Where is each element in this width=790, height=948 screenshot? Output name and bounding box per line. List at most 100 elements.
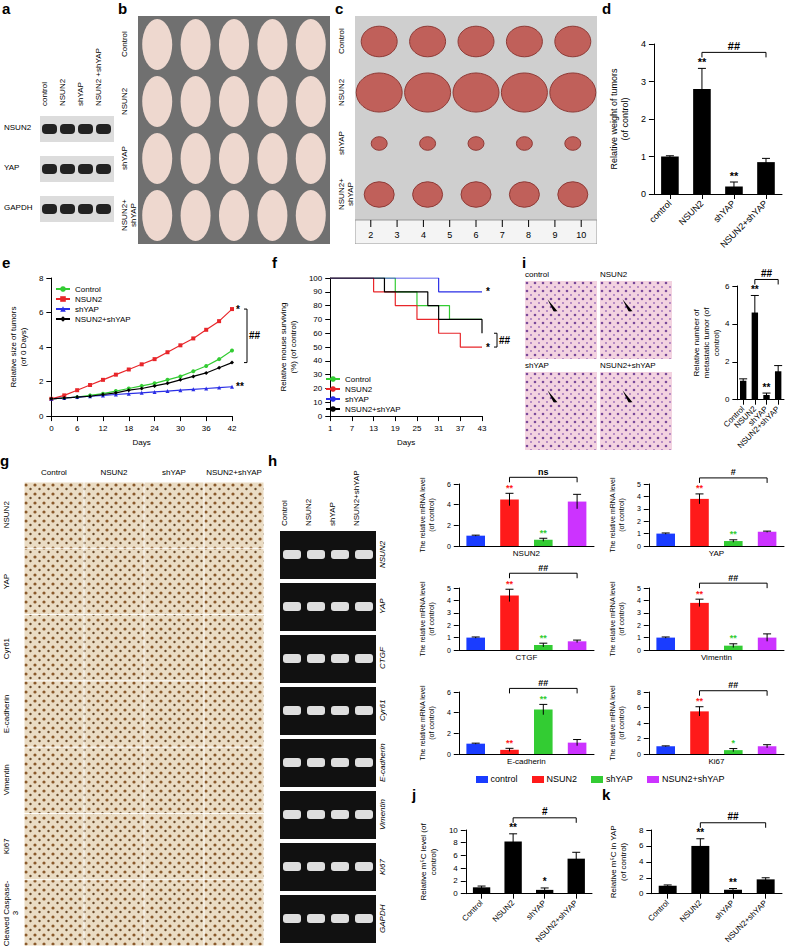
svg-text:0: 0 (637, 543, 641, 550)
svg-text:40: 40 (313, 356, 322, 365)
svg-text:NSUN2+shYAP: NSUN2+shYAP (345, 405, 401, 414)
svg-text:8: 8 (453, 838, 458, 847)
svg-text:shYAP: shYAP (345, 395, 369, 404)
svg-text:2: 2 (447, 522, 451, 529)
svg-text:CTGF: CTGF (516, 653, 538, 662)
svg-text:2: 2 (453, 876, 458, 885)
svg-text:4: 4 (637, 493, 641, 500)
svg-text:2: 2 (447, 622, 451, 629)
svg-text:0: 0 (453, 889, 458, 898)
svg-text:**: ** (540, 633, 548, 643)
svg-text:*: * (543, 876, 547, 887)
svg-text:4: 4 (447, 501, 451, 508)
svg-text:##: ## (761, 268, 773, 279)
svg-text:20: 20 (313, 384, 322, 393)
svg-text:30: 30 (176, 424, 185, 433)
svg-text:(of control): (of control) (428, 706, 436, 739)
svg-text:(of control): (of control) (618, 498, 626, 531)
svg-text:3: 3 (637, 505, 641, 512)
svg-text:##: ## (728, 573, 738, 583)
svg-text:4: 4 (637, 597, 641, 604)
svg-text:19: 19 (391, 424, 400, 433)
svg-text:##: ## (499, 335, 511, 346)
svg-text:NSUN2: NSUN2 (677, 198, 706, 227)
svg-text:**: ** (696, 483, 704, 493)
svg-text:NSUN2: NSUN2 (678, 898, 704, 924)
svg-text:Relative m⁵C level (of: Relative m⁵C level (of (419, 823, 428, 901)
svg-text:0: 0 (447, 543, 451, 550)
svg-text:NSUN2: NSUN2 (75, 295, 103, 304)
svg-text:NSUN2: NSUN2 (513, 549, 541, 558)
svg-text:Days: Days (133, 438, 151, 447)
svg-text:1: 1 (328, 424, 333, 433)
svg-text:(of control): (of control) (620, 97, 630, 140)
svg-text:3: 3 (447, 609, 451, 616)
svg-text:4: 4 (641, 39, 646, 49)
svg-text:31: 31 (434, 424, 443, 433)
svg-text:8: 8 (639, 826, 644, 835)
svg-text:50: 50 (313, 343, 322, 352)
svg-text:The relative mRNA level: The relative mRNA level (609, 477, 616, 553)
svg-text:12: 12 (99, 424, 108, 433)
svg-text:(of control): (of control) (619, 842, 628, 881)
svg-text:(of control): (of control) (428, 498, 436, 531)
svg-text:4: 4 (725, 319, 730, 328)
svg-text:2: 2 (637, 518, 641, 525)
svg-text:90: 90 (313, 287, 322, 296)
svg-text:3: 3 (395, 230, 400, 240)
svg-text:**: ** (696, 696, 704, 706)
svg-text:**: ** (506, 738, 514, 748)
svg-text:7: 7 (500, 230, 505, 240)
svg-text:Control: Control (345, 375, 371, 384)
svg-text:2: 2 (637, 735, 641, 742)
svg-text:**: ** (696, 589, 704, 599)
svg-text:**: ** (540, 694, 548, 704)
svg-text:4: 4 (447, 597, 451, 604)
svg-text:#: # (731, 467, 736, 477)
svg-text:13: 13 (369, 424, 378, 433)
svg-text:ns: ns (538, 467, 549, 477)
svg-text:1: 1 (641, 152, 646, 162)
svg-text:2: 2 (368, 230, 373, 240)
svg-text:5: 5 (637, 481, 641, 488)
svg-text:(of control): (of control) (618, 602, 626, 635)
svg-text:2: 2 (637, 622, 641, 629)
svg-text:0: 0 (637, 647, 641, 654)
svg-text:1: 1 (447, 634, 451, 641)
svg-text:0: 0 (725, 395, 730, 404)
svg-text:4: 4 (421, 230, 426, 240)
svg-text:Control: Control (75, 285, 101, 294)
svg-text:NSUN2+shYAP: NSUN2+shYAP (736, 405, 782, 451)
svg-text:6: 6 (39, 308, 44, 317)
svg-text:metastatic tumor (of: metastatic tumor (of (702, 307, 711, 378)
svg-text:0: 0 (641, 189, 646, 199)
svg-text:*: * (732, 738, 736, 748)
svg-text:2: 2 (725, 357, 730, 366)
svg-text:5: 5 (637, 585, 641, 592)
svg-text:Days: Days (397, 438, 415, 447)
svg-text:NSUN2+shYAP: NSUN2+shYAP (75, 315, 131, 324)
svg-text:**: ** (730, 633, 738, 643)
svg-text:*: * (486, 342, 490, 353)
svg-text:##: ## (728, 680, 738, 690)
svg-text:**: ** (236, 381, 244, 392)
svg-text:Vimentin: Vimentin (701, 653, 732, 662)
svg-text:8: 8 (39, 274, 44, 283)
svg-text:**: ** (696, 827, 704, 838)
svg-text:Control: Control (460, 898, 485, 923)
svg-text:NSUN2: NSUN2 (491, 898, 517, 924)
svg-text:8: 8 (637, 689, 641, 696)
svg-text:control): control) (712, 329, 721, 356)
svg-text:0: 0 (318, 412, 323, 421)
svg-text:1: 1 (637, 530, 641, 537)
svg-text:Relative size of tumors: Relative size of tumors (9, 307, 18, 388)
svg-text:##: ## (249, 330, 261, 341)
svg-text:Relative number of: Relative number of (692, 309, 701, 377)
svg-text:**: ** (509, 822, 517, 833)
svg-text:2: 2 (641, 114, 646, 124)
svg-text:42: 42 (228, 424, 237, 433)
svg-text:##: ## (538, 563, 548, 573)
svg-text:(of 0 Days): (of 0 Days) (19, 327, 28, 366)
svg-text:(of control): (of control) (428, 602, 436, 635)
svg-text:The relative mRNA level: The relative mRNA level (419, 477, 426, 553)
